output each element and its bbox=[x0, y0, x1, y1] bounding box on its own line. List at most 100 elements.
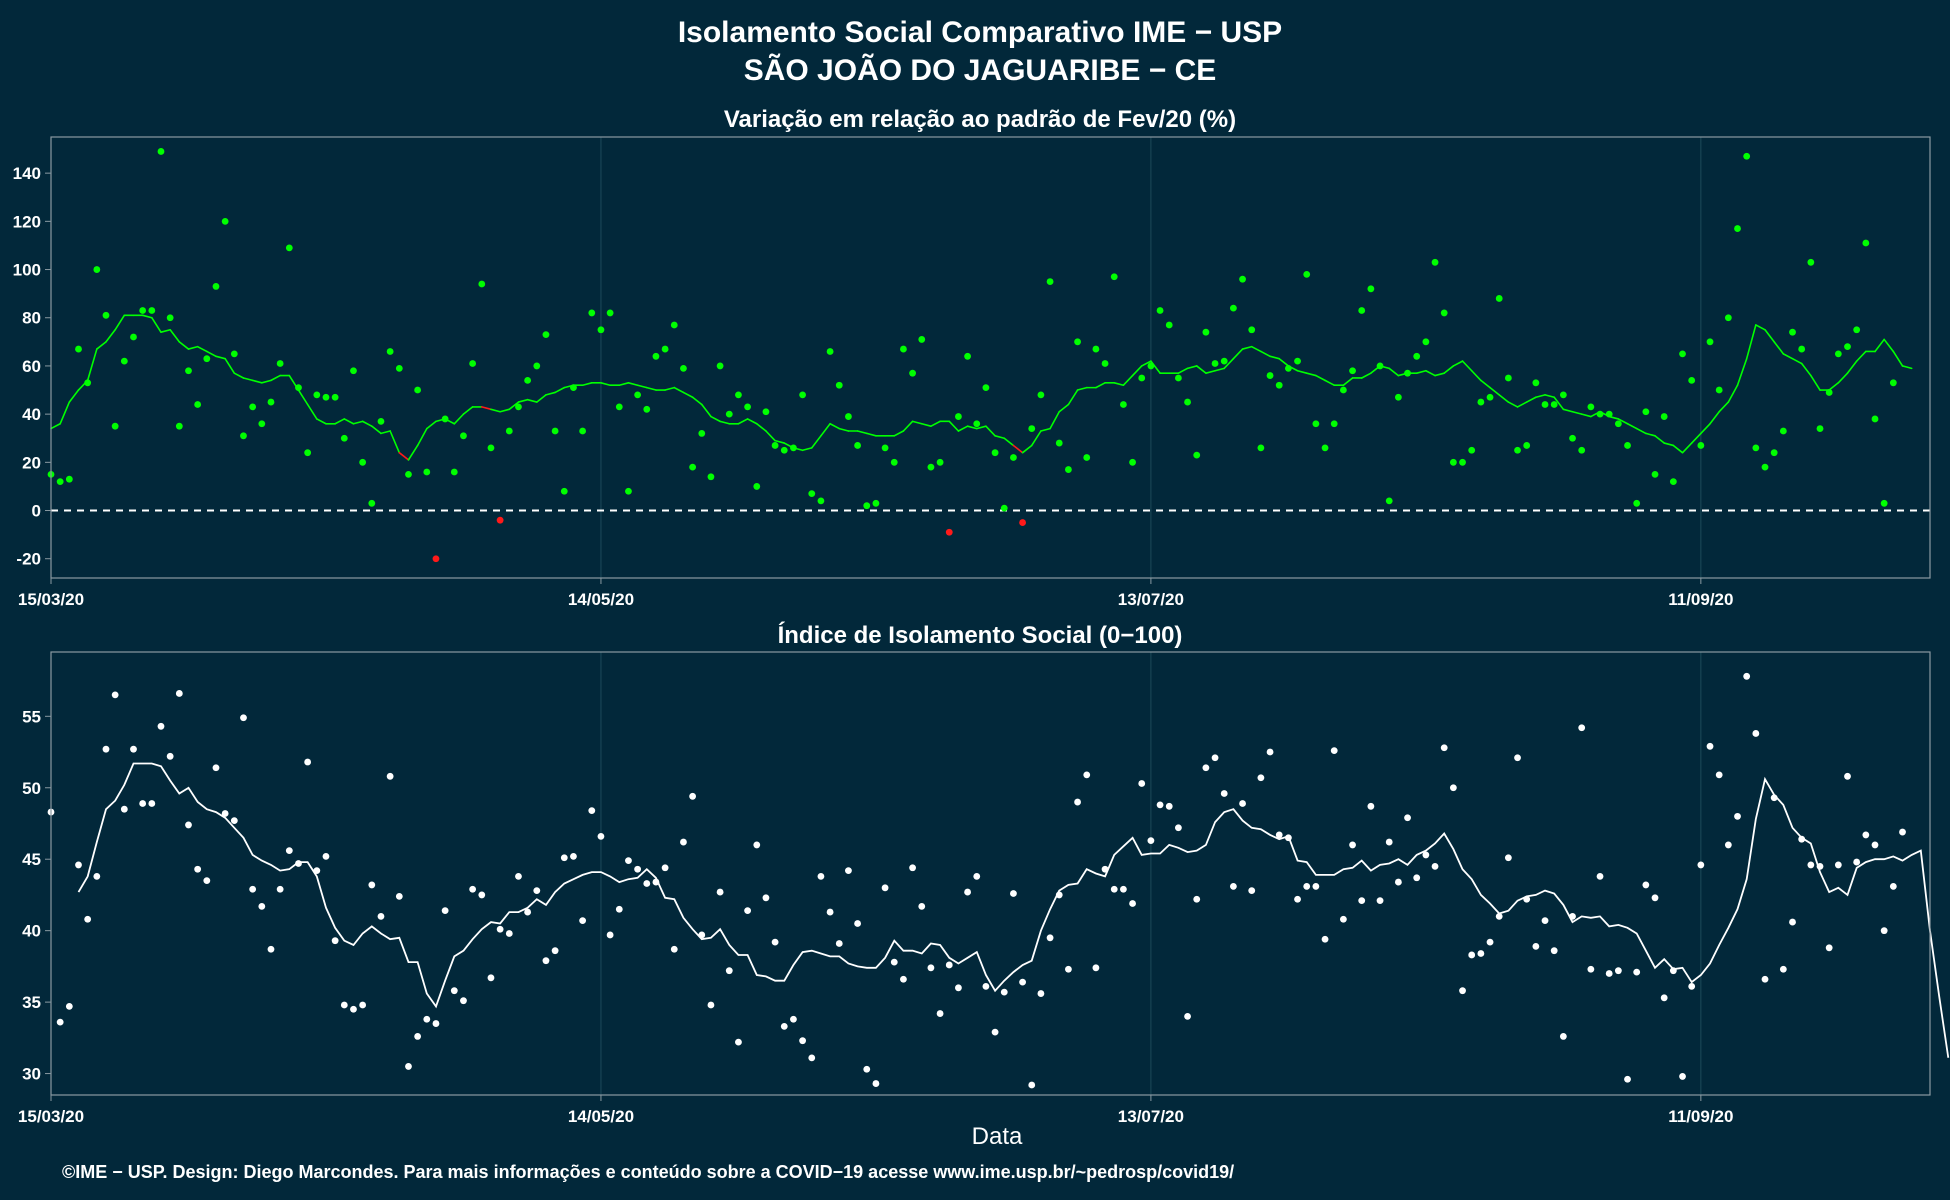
idx-point bbox=[1660, 994, 1668, 1002]
var-point bbox=[1605, 410, 1613, 418]
var-panel-border bbox=[50, 136, 1931, 579]
idx-point bbox=[1422, 851, 1430, 859]
var-mean-segment bbox=[1434, 372, 1446, 377]
var-mean-segment bbox=[1736, 357, 1748, 387]
var-mean-segment bbox=[636, 384, 648, 389]
idx-point bbox=[1083, 771, 1091, 779]
idx-point bbox=[166, 752, 174, 760]
var-mean-segment bbox=[1791, 357, 1803, 365]
idx-point bbox=[909, 864, 916, 872]
var-point bbox=[1642, 408, 1650, 416]
idx-point bbox=[1321, 935, 1329, 943]
var-point bbox=[75, 345, 82, 353]
idx-point bbox=[1449, 784, 1457, 792]
var-point bbox=[1422, 338, 1430, 346]
var-mean-segment bbox=[187, 345, 199, 350]
idx-point bbox=[423, 1015, 431, 1023]
var-point bbox=[65, 475, 73, 483]
var-mean-segment bbox=[59, 401, 71, 425]
var-point bbox=[1761, 463, 1769, 471]
var-point bbox=[1449, 458, 1457, 466]
var-mean-segment bbox=[710, 415, 721, 423]
idx-point bbox=[661, 864, 669, 872]
var-mean-segment bbox=[1342, 377, 1354, 387]
var-mean-segment bbox=[810, 435, 822, 449]
idx-point bbox=[267, 945, 275, 953]
var-point bbox=[56, 478, 64, 486]
var-mean-segment bbox=[1214, 367, 1226, 372]
var-point bbox=[634, 391, 642, 399]
idx-point bbox=[1825, 944, 1833, 952]
var-mean-segment bbox=[1580, 413, 1592, 418]
var-point bbox=[790, 444, 797, 452]
var-point bbox=[817, 497, 825, 505]
var-point bbox=[212, 283, 220, 290]
idx-point bbox=[1294, 895, 1301, 903]
idx-point bbox=[533, 887, 541, 895]
idx-point bbox=[1734, 812, 1741, 820]
var-point bbox=[203, 355, 211, 363]
var-mean-segment bbox=[233, 372, 245, 379]
panel2-title: Índice de Isolamento Social (0−100) bbox=[778, 621, 1183, 649]
var-point bbox=[340, 434, 348, 442]
var-point bbox=[1138, 374, 1146, 382]
var-mean-segment bbox=[755, 422, 767, 432]
idx-point bbox=[817, 872, 825, 880]
var-mean-segment bbox=[1571, 410, 1583, 415]
idx-point bbox=[350, 1005, 357, 1013]
var-mean-segment bbox=[96, 341, 107, 350]
var-mean-segment bbox=[343, 418, 355, 425]
var-mean-segment bbox=[829, 422, 841, 430]
var-mean-segment bbox=[1828, 382, 1840, 391]
idx-xtick-label: 11/09/20 bbox=[1668, 1107, 1733, 1126]
var-mean-segment bbox=[673, 386, 685, 394]
var-mean-segment bbox=[1415, 369, 1427, 374]
var-point bbox=[1303, 270, 1311, 278]
var-mean-segment bbox=[1626, 422, 1638, 430]
var-point bbox=[1129, 458, 1136, 466]
var-mean-segment bbox=[425, 420, 437, 430]
idx-point bbox=[753, 841, 761, 849]
idx-point bbox=[1779, 965, 1787, 973]
idx-point bbox=[460, 997, 467, 1005]
var-point bbox=[890, 458, 898, 466]
idx-point bbox=[148, 800, 156, 807]
var-point bbox=[524, 376, 532, 384]
var-point bbox=[1147, 362, 1155, 370]
idx-point bbox=[1358, 897, 1366, 905]
var-point bbox=[1120, 401, 1127, 408]
idx-point bbox=[1074, 798, 1081, 806]
idx-point bbox=[1642, 881, 1650, 889]
idx-point bbox=[1266, 748, 1274, 756]
idx-point bbox=[1239, 800, 1246, 807]
var-mean-segment bbox=[1672, 444, 1684, 454]
var-mean-segment bbox=[1461, 360, 1473, 372]
var-point bbox=[991, 449, 999, 457]
var-mean-segment bbox=[554, 386, 566, 394]
index-panel: 30 35 40 45 50 55 15/03/20 14/05/20 13/07/20 11/0… bbox=[18, 651, 1950, 1126]
var-point bbox=[221, 217, 229, 225]
var-point bbox=[441, 415, 449, 423]
idx-point bbox=[1165, 802, 1173, 810]
idx-point bbox=[84, 915, 92, 923]
idx-point bbox=[185, 821, 192, 829]
var-point bbox=[955, 413, 962, 420]
var-point bbox=[1816, 425, 1824, 432]
var-point bbox=[625, 487, 632, 495]
idx-point bbox=[744, 907, 752, 915]
idx-ytick-label: 45 bbox=[22, 850, 41, 869]
var-mean-segment bbox=[1681, 442, 1693, 454]
var-point bbox=[1715, 386, 1723, 394]
var-xtick-label: 15/03/20 bbox=[18, 590, 84, 609]
idx-point bbox=[863, 1065, 871, 1073]
var-point bbox=[945, 528, 953, 536]
var-ytick-label: -20 bbox=[16, 550, 41, 569]
idx-point bbox=[1120, 885, 1127, 893]
var-point bbox=[1459, 458, 1466, 466]
var-point bbox=[1495, 295, 1503, 302]
idx-point bbox=[1715, 771, 1723, 779]
var-mean-segment bbox=[297, 389, 309, 406]
var-point bbox=[1339, 386, 1347, 394]
var-point bbox=[1523, 442, 1531, 449]
var-mean-segment bbox=[1315, 374, 1326, 382]
